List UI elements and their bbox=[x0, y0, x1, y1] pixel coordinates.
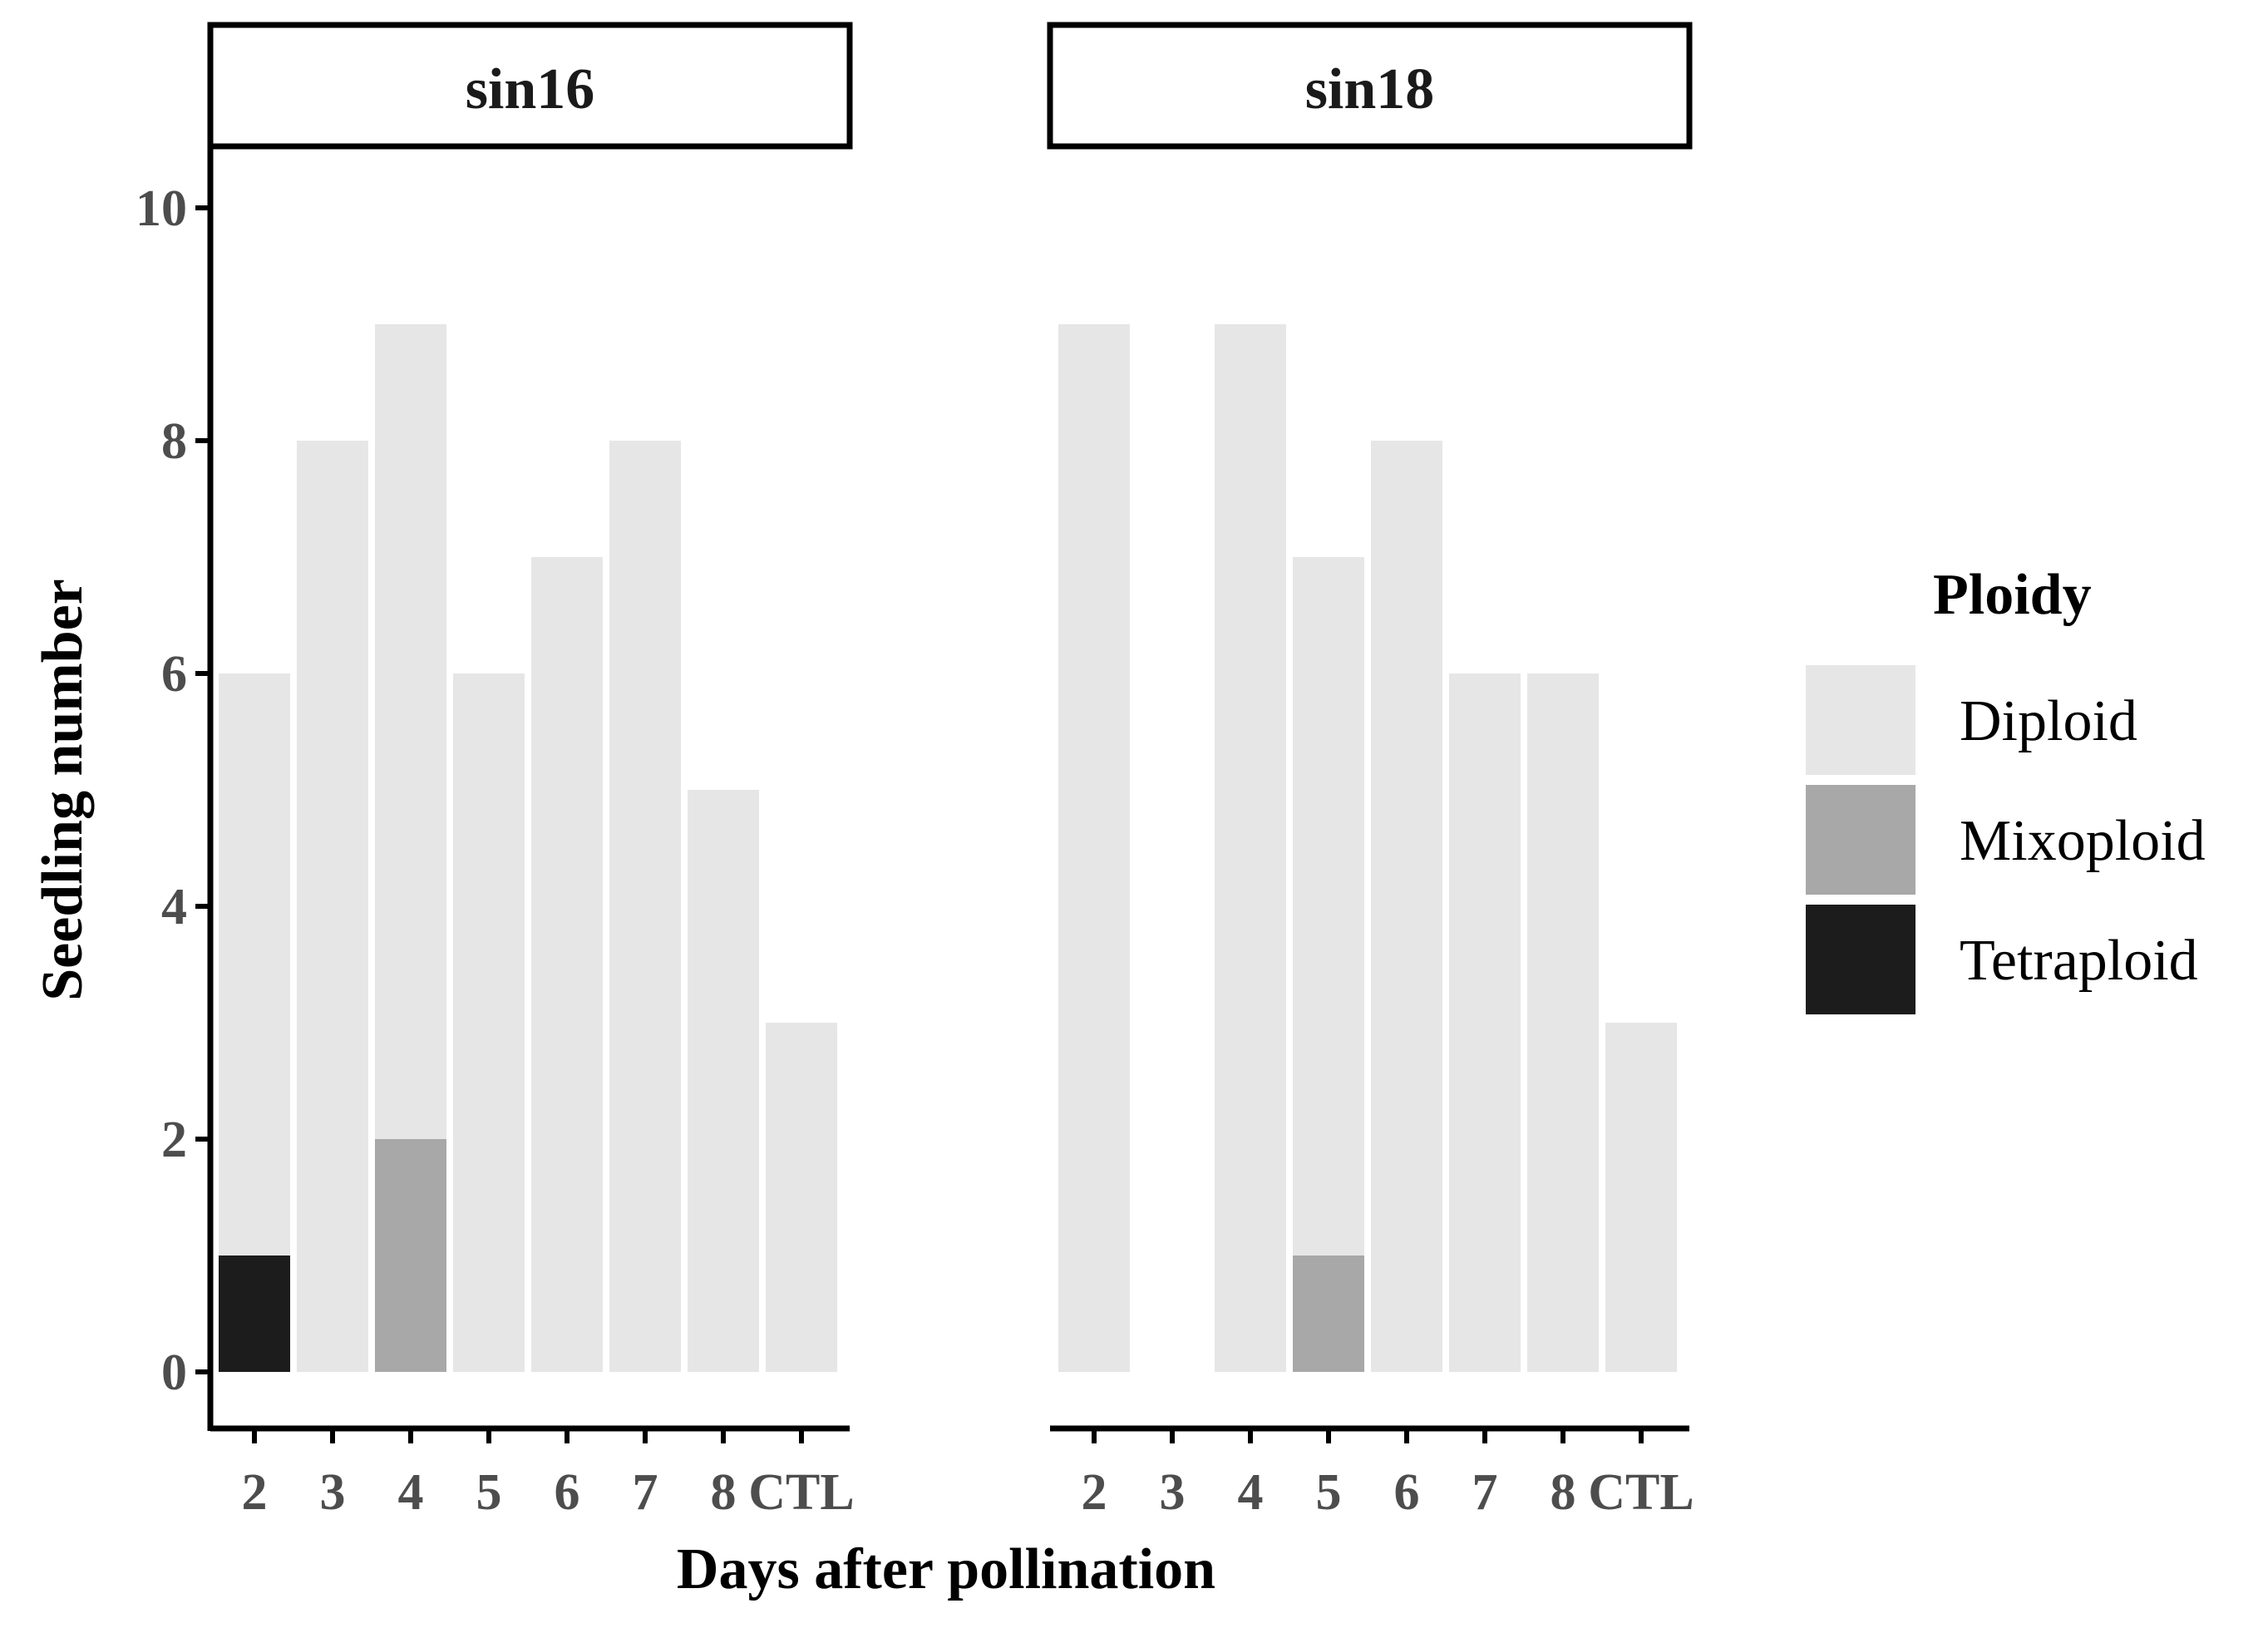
y-tick-label: 8 bbox=[161, 413, 187, 470]
bar-mixoploid-4 bbox=[375, 1139, 446, 1372]
bar-diploid-2 bbox=[219, 673, 290, 1256]
facet-panel-sin18: sin18 2 3 4 5 6 7 8 CTL bbox=[1047, 22, 1694, 1521]
legend-title: Ploidy bbox=[1933, 563, 2092, 627]
y-tick-label: 6 bbox=[161, 646, 187, 703]
bar-diploid-5 bbox=[453, 673, 525, 1372]
y-tick-label: 10 bbox=[136, 180, 187, 237]
x-tick-label: 2 bbox=[1082, 1464, 1107, 1521]
y-tick-label: 4 bbox=[161, 879, 187, 935]
legend-key-mixoploid bbox=[1806, 785, 1915, 895]
x-tick-label: 8 bbox=[1551, 1464, 1576, 1521]
bar-mixoploid-5 bbox=[1293, 1256, 1364, 1372]
x-tick-label: CTL bbox=[748, 1464, 854, 1521]
x-tick-label: 8 bbox=[711, 1464, 737, 1521]
y-tick-label: 2 bbox=[161, 1112, 187, 1168]
x-tick-label: 2 bbox=[242, 1464, 268, 1521]
legend-label-mixoploid: Mixoploid bbox=[1960, 809, 2206, 873]
bar-diploid-4 bbox=[375, 324, 446, 1139]
bar-diploid-6 bbox=[531, 557, 603, 1372]
x-tick-label: 5 bbox=[476, 1464, 502, 1521]
facet-panel-sin16: sin16 2 3 4 5 6 7 8 CTL bbox=[207, 22, 855, 1521]
y-axis: 0 2 4 6 8 10 bbox=[136, 146, 214, 1431]
bar-diploid-7 bbox=[609, 441, 681, 1372]
x-tick-label: 7 bbox=[1472, 1464, 1498, 1521]
x-tick-label: 6 bbox=[1394, 1464, 1420, 1521]
bar-diploid-3 bbox=[297, 441, 368, 1372]
x-axis-title: Days after pollination bbox=[677, 1537, 1215, 1601]
bar-diploid-2 bbox=[1058, 324, 1130, 1372]
bar-diploid-7 bbox=[1449, 673, 1521, 1372]
x-tick-label: 3 bbox=[1160, 1464, 1186, 1521]
x-tick-label: 7 bbox=[633, 1464, 658, 1521]
legend-key-diploid bbox=[1806, 665, 1915, 775]
bar-tetraploid-2 bbox=[219, 1256, 290, 1372]
x-tick-label: 5 bbox=[1316, 1464, 1342, 1521]
x-tick-label: CTL bbox=[1588, 1464, 1694, 1521]
legend-label-tetraploid: Tetraploid bbox=[1960, 929, 2198, 993]
x-tick-label: 4 bbox=[398, 1464, 424, 1521]
facet-strip-label: sin18 bbox=[1305, 57, 1435, 121]
bar-diploid-CTL bbox=[1605, 1023, 1677, 1372]
x-tick-label: 4 bbox=[1238, 1464, 1264, 1521]
bar-diploid-8 bbox=[688, 790, 759, 1372]
bar-diploid-4 bbox=[1215, 324, 1286, 1372]
bar-diploid-5 bbox=[1293, 557, 1364, 1256]
facet-strip bbox=[207, 22, 853, 150]
facet-strip-label: sin16 bbox=[466, 57, 595, 121]
y-tick-label: 0 bbox=[161, 1344, 187, 1401]
facet-strip bbox=[1047, 22, 1693, 150]
legend: Ploidy Diploid Mixoploid Tetraploid bbox=[1806, 563, 2206, 1014]
bar-diploid-CTL bbox=[766, 1023, 837, 1372]
bar-diploid-6 bbox=[1371, 441, 1442, 1372]
y-axis-title: Seedling number bbox=[31, 579, 95, 1001]
legend-label-diploid: Diploid bbox=[1960, 689, 2137, 753]
bar-diploid-8 bbox=[1527, 673, 1599, 1372]
legend-key-tetraploid bbox=[1806, 905, 1915, 1014]
x-tick-label: 6 bbox=[555, 1464, 580, 1521]
x-tick-label: 3 bbox=[320, 1464, 346, 1521]
